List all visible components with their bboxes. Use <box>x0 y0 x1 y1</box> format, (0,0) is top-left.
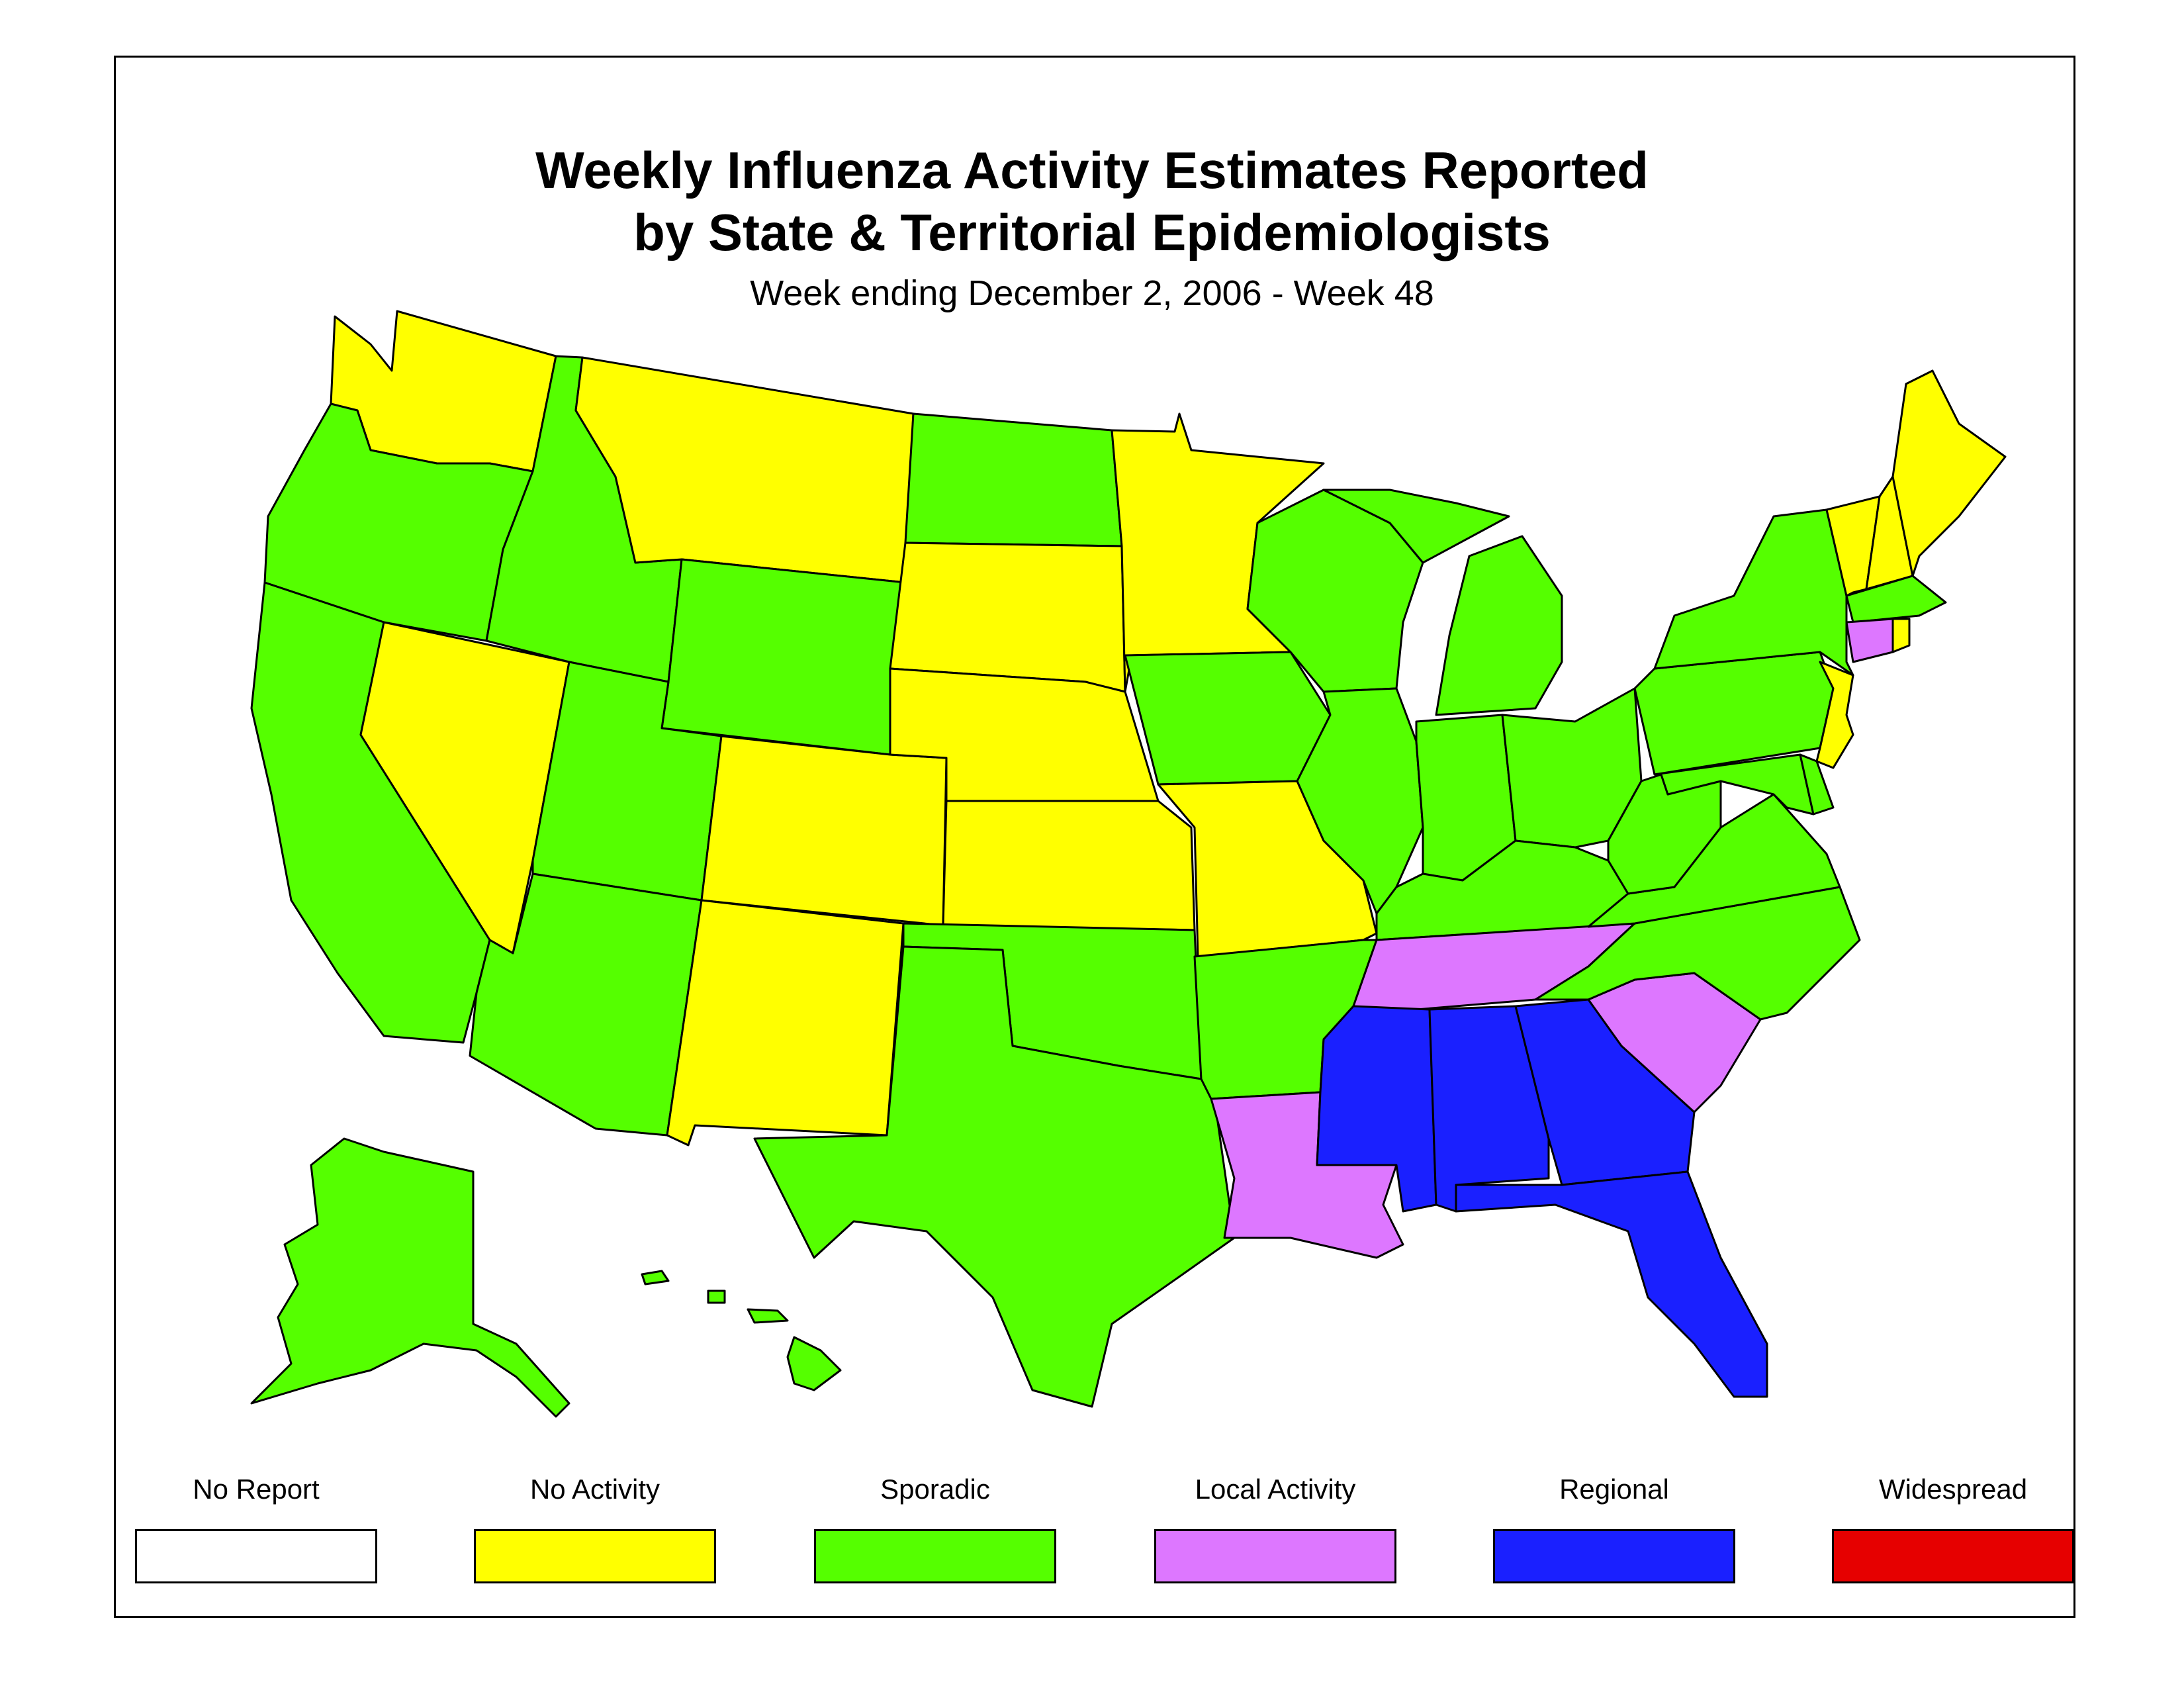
state-TX <box>753 945 1236 1408</box>
state-ND <box>904 412 1123 547</box>
state-MI-upper <box>1322 489 1510 564</box>
state-RI <box>1891 618 1911 653</box>
state-CO <box>700 735 948 927</box>
state-SD <box>889 541 1126 693</box>
state-AK <box>250 1137 570 1418</box>
state-NM <box>666 899 905 1147</box>
state-FL <box>1455 1170 1768 1398</box>
state-IL <box>1296 687 1424 915</box>
state-MI <box>1435 535 1563 716</box>
state-CT <box>1845 618 1894 663</box>
state-DE <box>1799 753 1835 816</box>
state-WY <box>660 558 907 756</box>
legend-swatch-no-report <box>135 1529 377 1583</box>
state-KS <box>942 800 1196 931</box>
legend-label-local-activity: Local Activity <box>1195 1474 1356 1505</box>
legend-label-widespread: Widespread <box>1878 1474 2028 1505</box>
subtitle: Week ending December 2, 2006 - Week 48 <box>750 273 1434 313</box>
state-HI-islet-1 <box>641 1270 670 1286</box>
legend-swatch-regional <box>1493 1529 1735 1583</box>
state-HI <box>786 1336 842 1391</box>
legend-swatch-widespread <box>1832 1529 2074 1583</box>
state-HI-islet-3 <box>747 1308 789 1324</box>
legend-label-no-report: No Report <box>193 1474 320 1505</box>
state-NY <box>1653 508 1854 677</box>
title-line-1: Weekly Influenza Activity Estimates Repo… <box>535 141 1649 199</box>
state-IA <box>1124 651 1332 786</box>
state-MA <box>1845 575 1947 624</box>
legend-label-regional: Regional <box>1559 1474 1669 1505</box>
legend-swatch-no-activity <box>474 1529 716 1583</box>
map-frame <box>114 56 2075 1618</box>
title-line-2: by State & Territorial Epidemiologists <box>633 203 1551 261</box>
state-NC <box>1534 886 1861 1021</box>
legend-swatch-sporadic <box>814 1529 1056 1583</box>
legend-label-no-activity: No Activity <box>529 1474 660 1505</box>
state-HI-islet-2 <box>707 1289 726 1304</box>
legend-label-sporadic: Sporadic <box>880 1474 990 1505</box>
legend-swatch-local-activity <box>1154 1529 1396 1583</box>
state-WI <box>1246 489 1424 693</box>
state-NJ <box>1815 661 1854 769</box>
state-ME <box>1891 369 2007 577</box>
state-WV <box>1607 773 1722 895</box>
